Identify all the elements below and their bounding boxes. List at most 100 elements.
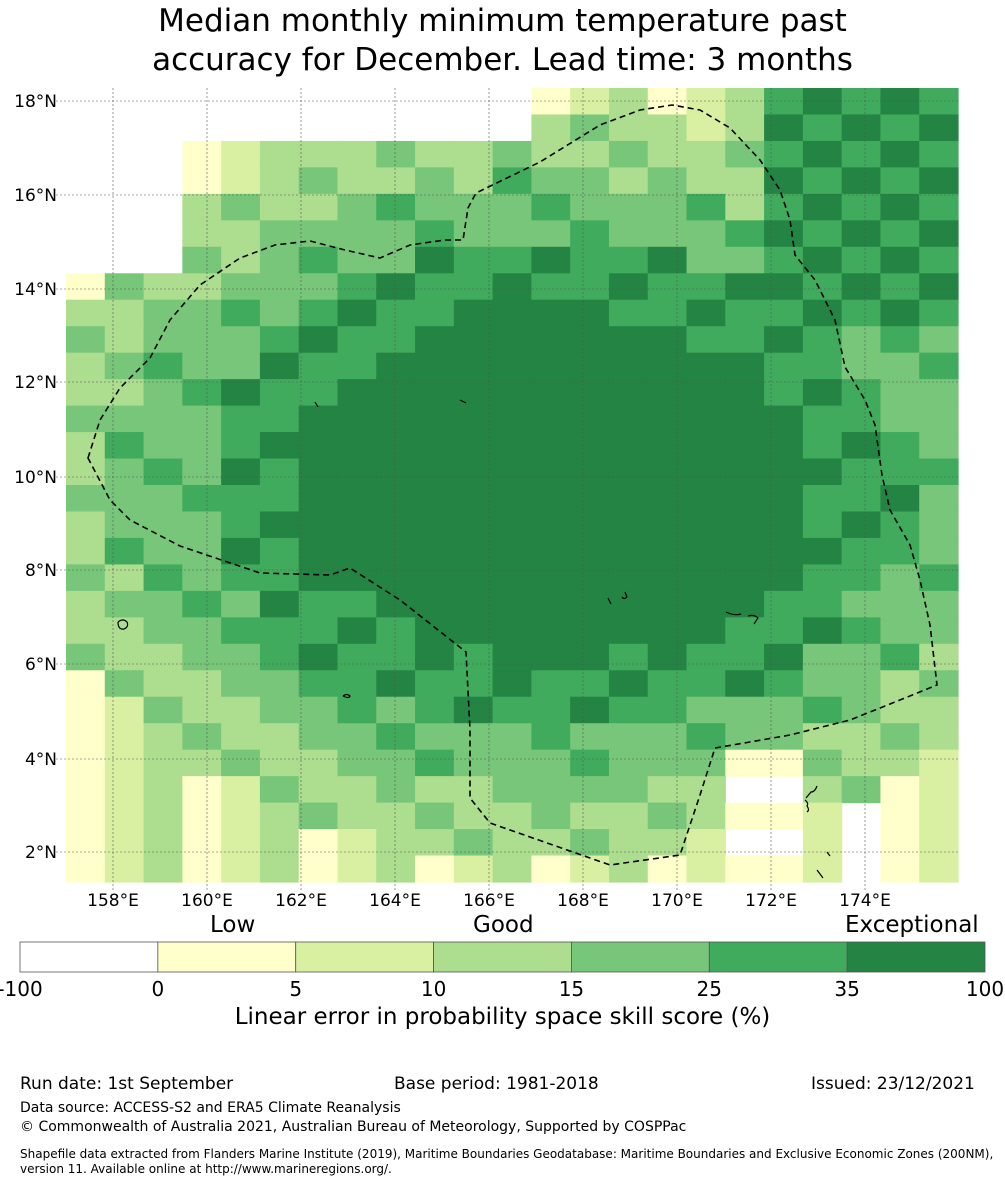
skill-cell (841, 432, 882, 460)
skill-cell (337, 802, 377, 830)
skill-cell (376, 511, 416, 539)
colorbar-segment (295, 941, 434, 973)
skill-cell (182, 405, 222, 433)
skill-cell (608, 670, 649, 698)
skill-cell (453, 802, 494, 830)
skill-cell (841, 405, 882, 433)
skill-cell (919, 405, 959, 433)
skill-cell (492, 643, 532, 671)
skill-cell (298, 193, 339, 221)
skill-map: 18°N 16°N 14°N 12°N 10°N 8°N 6°N 4°N 2°N 158°E 16… (14, 88, 959, 911)
skill-cell (182, 590, 222, 618)
skill-cell (492, 564, 532, 592)
skill-cell (570, 802, 610, 830)
skill-cell (337, 299, 377, 327)
skill-cell (686, 802, 726, 830)
skill-cell (104, 749, 145, 777)
skill-cell (259, 405, 300, 433)
skill-cell (531, 458, 571, 486)
skill-cell (764, 167, 804, 195)
skill-cell (570, 855, 610, 883)
skill-cell (376, 299, 416, 327)
skill-cell (919, 723, 959, 751)
skill-cell (608, 564, 649, 592)
skill-cell (453, 617, 494, 645)
skill-cell (841, 299, 882, 327)
skill-cell (802, 564, 843, 592)
skill-cell (764, 537, 804, 565)
skill-cell (337, 855, 377, 883)
skill-cell (376, 458, 416, 486)
island-outline (725, 611, 759, 625)
skill-cell (686, 88, 726, 116)
skill-cell (841, 776, 882, 804)
skill-cell (415, 299, 455, 327)
skill-cell (66, 379, 106, 407)
skill-cell (182, 802, 222, 830)
skill-cell (298, 167, 339, 195)
skill-cell (376, 564, 416, 592)
skill-cell (298, 458, 339, 486)
skill-cell (453, 246, 494, 274)
skill-cell (608, 749, 649, 777)
skill-cell (764, 564, 804, 592)
skill-cell (686, 643, 726, 671)
skill-cell (725, 643, 765, 671)
skill-cell (415, 220, 455, 248)
skill-cell (570, 537, 610, 565)
skill-cell (647, 167, 688, 195)
skill-cell (764, 246, 804, 274)
skill-cell (182, 193, 222, 221)
skill-cell (492, 432, 532, 460)
skill-cell (453, 352, 494, 380)
skill-cell (415, 379, 455, 407)
skill-cell (104, 273, 145, 301)
skill-cell (259, 458, 300, 486)
skill-cell (337, 511, 377, 539)
skill-cell (376, 273, 416, 301)
skill-cell (919, 326, 959, 354)
skill-cell (182, 564, 222, 592)
skill-cell (531, 802, 571, 830)
skill-cell (647, 405, 688, 433)
skill-cell (802, 432, 843, 460)
skill-cell (66, 776, 106, 804)
skill-cell (880, 696, 920, 724)
skill-cell (376, 193, 416, 221)
skill-cell (725, 617, 765, 645)
skill-cell (337, 749, 377, 777)
skill-cell (570, 114, 610, 142)
category-low: Low (210, 912, 256, 938)
skill-cell (415, 802, 455, 830)
skill-cell (919, 802, 959, 830)
colorbar-tick-label: 25 (697, 977, 722, 998)
skill-cell (841, 670, 882, 698)
skill-cell (725, 352, 765, 380)
skill-cell (802, 537, 843, 565)
skill-cell (764, 379, 804, 407)
skill-cell (647, 88, 688, 116)
title-line-2: accuracy for December. Lead time: 3 mont… (152, 42, 853, 78)
skill-cell (880, 723, 920, 751)
skill-cell (880, 167, 920, 195)
skill-cell (725, 802, 765, 830)
longitude-labels: 158°E 160°E 162°E 164°E 166°E 168°E 170°E 172°E… (87, 891, 891, 911)
skill-cell (919, 564, 959, 592)
skill-cell (492, 326, 532, 354)
skill-cell (492, 167, 532, 195)
skill-cell (221, 352, 261, 380)
skill-cell (259, 511, 300, 539)
skill-cell (841, 326, 882, 354)
skill-cell (725, 458, 765, 486)
skill-cell (182, 299, 222, 327)
skill-cell (570, 511, 610, 539)
skill-cell (221, 432, 261, 460)
skill-cell (802, 114, 843, 142)
skill-cell (841, 643, 882, 671)
skill-cell (298, 564, 339, 592)
skill-cell (182, 379, 222, 407)
skill-cell (531, 696, 571, 724)
skill-cell (415, 696, 455, 724)
skill-cell (608, 352, 649, 380)
longitude-label: 166°E (463, 891, 515, 910)
